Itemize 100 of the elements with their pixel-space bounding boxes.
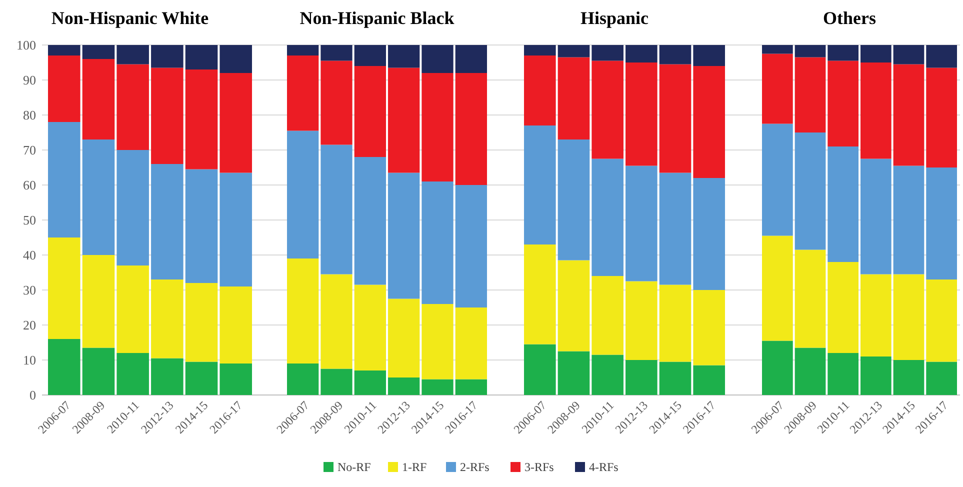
bar (592, 158, 624, 276)
y-tick-label: 50 (23, 212, 36, 228)
bar (354, 157, 386, 285)
bar (524, 126, 556, 244)
bar (558, 45, 590, 58)
bar (388, 378, 420, 395)
bar (455, 45, 487, 73)
bar (860, 356, 892, 395)
bar (354, 66, 386, 157)
bar (82, 140, 115, 255)
bar (926, 280, 957, 362)
chart-title: Others (823, 8, 876, 28)
bar (860, 274, 892, 356)
bar (762, 236, 793, 341)
y-tick-label: 20 (23, 318, 36, 333)
bar (524, 56, 556, 126)
bar (455, 185, 487, 308)
bar (558, 57, 590, 140)
bar (762, 54, 793, 124)
bar (220, 364, 252, 395)
bar (287, 56, 319, 131)
bar (659, 64, 692, 173)
bar (592, 354, 624, 395)
bar (524, 344, 556, 395)
bar (558, 140, 590, 260)
bar (185, 70, 218, 170)
chart-title: Non-Hispanic Black (300, 8, 454, 28)
y-tick-label: 40 (23, 248, 36, 263)
bar (860, 62, 892, 159)
bar (320, 45, 352, 61)
bar (220, 286, 252, 364)
legend-label: 1-RF (402, 460, 427, 474)
bar (762, 340, 793, 395)
bar (220, 172, 252, 286)
bar (626, 281, 658, 360)
bar (151, 164, 184, 280)
bar (422, 73, 454, 182)
bar (287, 364, 319, 395)
bar (693, 290, 725, 366)
bar (151, 45, 184, 68)
bar (693, 66, 725, 178)
bar (893, 360, 924, 395)
bar (82, 348, 115, 395)
bar (893, 45, 924, 64)
bar (693, 178, 725, 290)
legend-label: No-RF (338, 460, 372, 474)
bar (558, 260, 590, 352)
bar (220, 45, 252, 73)
bar (828, 353, 859, 395)
bar (82, 59, 115, 140)
bar (48, 56, 80, 122)
bar (116, 150, 149, 266)
bar (185, 283, 218, 362)
bar (693, 365, 725, 395)
bar (354, 45, 386, 66)
bar (287, 130, 319, 258)
bar (151, 358, 184, 395)
y-tick-label: 100 (16, 38, 36, 53)
legend-label: 2-RFs (460, 460, 490, 474)
bar (626, 360, 658, 395)
bar (320, 274, 352, 369)
bar (455, 308, 487, 380)
bar (422, 182, 454, 304)
bar (151, 68, 184, 164)
y-tick-label: 70 (23, 142, 36, 158)
bar (592, 60, 624, 159)
bar (626, 166, 658, 282)
bar (693, 45, 725, 66)
y-tick-label: 80 (23, 108, 36, 123)
bar (455, 73, 487, 185)
y-tick-label: 30 (23, 282, 36, 298)
bar (287, 45, 319, 56)
bar (659, 45, 692, 64)
bar (48, 238, 80, 339)
bar (828, 146, 859, 262)
bar (422, 304, 454, 380)
bar (116, 64, 149, 150)
bar (48, 122, 80, 238)
bar (926, 68, 957, 168)
bar (354, 370, 386, 395)
y-tick-label: 10 (23, 352, 36, 368)
bar (320, 60, 352, 145)
bar (926, 168, 957, 280)
bar (524, 244, 556, 344)
bar (220, 73, 252, 173)
bar (388, 172, 420, 299)
bar (893, 166, 924, 274)
bar (320, 144, 352, 274)
bar (422, 45, 454, 73)
bar (828, 262, 859, 353)
y-tick-label: 90 (23, 72, 36, 88)
bar (48, 339, 80, 395)
bar (626, 45, 658, 62)
y-tick-label: 0 (30, 388, 36, 403)
bar (794, 57, 826, 132)
chart-title: Hispanic (580, 8, 649, 28)
bar (185, 362, 218, 395)
bar (592, 276, 624, 355)
bar (455, 379, 487, 395)
bar (320, 368, 352, 395)
